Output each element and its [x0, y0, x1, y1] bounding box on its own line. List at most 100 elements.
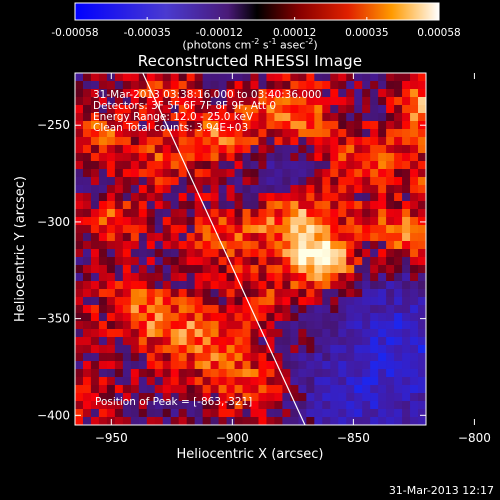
heatmap-cell [226, 249, 236, 258]
heatmap-cell [250, 305, 260, 314]
heatmap-cell [322, 377, 331, 386]
heatmap-cell [402, 257, 411, 266]
heatmap-cell [130, 377, 140, 386]
heatmap-cell [234, 129, 244, 138]
heatmap-cell [138, 217, 148, 226]
heatmap-cell [250, 289, 260, 298]
heatmap-cell [194, 257, 204, 266]
heatmap-cell [322, 297, 331, 306]
heatmap-cell [162, 273, 172, 282]
heatmap-cell [266, 145, 276, 154]
heatmap-cell [306, 321, 315, 330]
heatmap-cell [114, 129, 124, 138]
heatmap-cell [370, 97, 379, 106]
heatmap-cell [210, 161, 220, 170]
heatmap-cell [146, 257, 156, 266]
heatmap-cell [226, 321, 236, 330]
heatmap-cell [90, 417, 100, 425]
heatmap-cell [394, 385, 403, 394]
heatmap-cell [338, 249, 347, 258]
heatmap-cell [402, 321, 411, 330]
heatmap-cell [130, 401, 140, 410]
heatmap-cell [106, 297, 116, 306]
heatmap-cell [370, 153, 379, 162]
heatmap-cell [170, 145, 180, 154]
heatmap-cell [410, 385, 419, 394]
heatmap-cell [330, 97, 339, 106]
heatmap-cell [218, 81, 228, 90]
heatmap-cell [122, 89, 132, 98]
heatmap-cell [282, 97, 291, 106]
heatmap-cell [75, 393, 84, 402]
heatmap-cell [75, 401, 84, 410]
heatmap-cell [114, 177, 124, 186]
heatmap-cell [130, 193, 140, 202]
heatmap-cell [330, 113, 339, 122]
heatmap-cell [386, 97, 395, 106]
heatmap-cell [306, 169, 315, 178]
heatmap-cell [90, 337, 100, 346]
heatmap-cell [258, 417, 268, 425]
heatmap-cell [75, 209, 84, 218]
heatmap-cell [386, 345, 395, 354]
heatmap-cell [218, 353, 228, 362]
heatmap-cell [306, 385, 315, 394]
heatmap-cell [218, 97, 228, 106]
heatmap-cell [170, 281, 180, 290]
heatmap-cell [130, 297, 140, 306]
heatmap-cell [98, 401, 108, 410]
heatmap-cell [354, 105, 363, 114]
heatmap-cell [162, 81, 172, 90]
heatmap-cell [410, 153, 419, 162]
heatmap-cell [258, 185, 268, 194]
heatmap-cell [114, 233, 124, 242]
heatmap-cell [370, 265, 379, 274]
heatmap-cell [186, 121, 196, 130]
heatmap-cell [178, 257, 188, 266]
heatmap-cell [218, 337, 228, 346]
heatmap-cell [258, 217, 268, 226]
heatmap-cell [170, 305, 180, 314]
heatmap-cell [154, 121, 164, 130]
heatmap-cell [258, 225, 268, 234]
heatmap-cell [258, 193, 268, 202]
heatmap-cell [394, 97, 403, 106]
heatmap-cell [218, 281, 228, 290]
heatmap-cell [250, 169, 260, 178]
heatmap-cell [154, 361, 164, 370]
heatmap-cell [210, 185, 220, 194]
heatmap-cell [242, 137, 252, 146]
heatmap-cell [250, 249, 260, 258]
heatmap-cell [306, 161, 315, 170]
heatmap-cell [90, 393, 100, 402]
heatmap-cell [202, 81, 212, 90]
heatmap-cell [386, 265, 395, 274]
heatmap-cell [410, 201, 419, 210]
heatmap-cell [170, 153, 180, 162]
heatmap-cell [378, 313, 387, 322]
heatmap-cell [234, 361, 244, 370]
heatmap-cell [162, 417, 172, 425]
heatmap-cell [274, 273, 284, 282]
heatmap-cell [138, 145, 148, 154]
heatmap-cell [178, 81, 188, 90]
heatmap-cell [346, 361, 355, 370]
heatmap-cell [250, 337, 260, 346]
heatmap-cell [114, 281, 124, 290]
heatmap-cell [194, 209, 204, 218]
heatmap-cell [98, 225, 108, 234]
heatmap-cell [338, 393, 347, 402]
heatmap-cell [314, 185, 323, 194]
heatmap-cell [362, 361, 371, 370]
heatmap-cell [346, 193, 355, 202]
heatmap-cell [210, 257, 220, 266]
heatmap-cell [234, 89, 244, 98]
heatmap-cell [386, 313, 395, 322]
heatmap-cell [218, 257, 228, 266]
heatmap-cell [402, 337, 411, 346]
heatmap-cell [210, 193, 220, 202]
heatmap-cell [362, 377, 371, 386]
heatmap-cell [354, 289, 363, 298]
heatmap-cell [210, 369, 220, 378]
heatmap-cell [266, 289, 276, 298]
